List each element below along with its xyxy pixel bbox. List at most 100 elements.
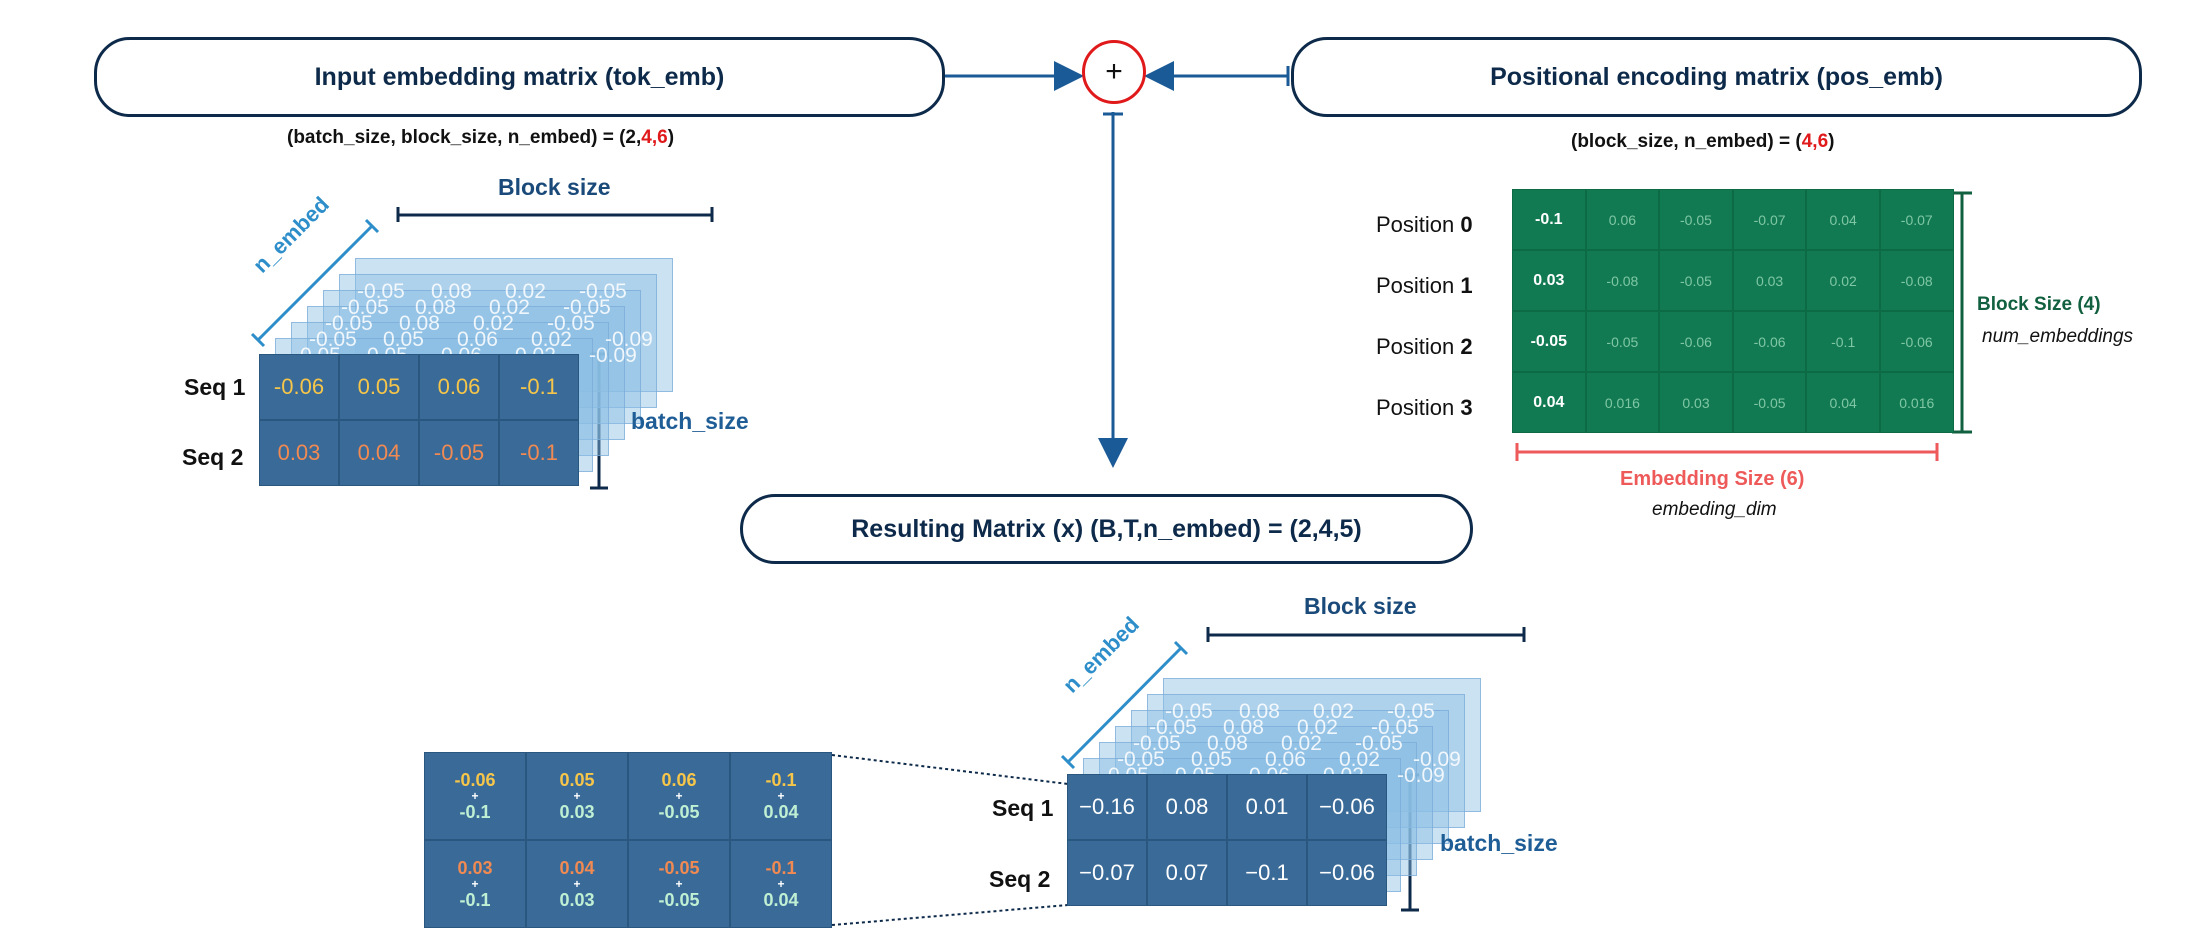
- pos-cell: 0.03: [1659, 372, 1733, 433]
- sum-cell: -0.1 +0.04: [730, 752, 832, 840]
- sum-cell-pos-value: 0.04: [763, 802, 799, 822]
- tok-back-layer-value: -0.05: [309, 328, 357, 351]
- result-cell: 0.07: [1147, 840, 1227, 906]
- sum-cell-plus: +: [777, 877, 785, 891]
- pos-cell: -0.05: [1585, 311, 1660, 372]
- tok-back-layer-value: -0.05: [357, 280, 405, 303]
- tok-back-layer-value: 0.08: [431, 280, 472, 303]
- pos-row-label-text: Position: [1376, 273, 1461, 298]
- tok-back-layer-value: -0.05: [341, 296, 389, 319]
- pos-shape-prefix: (block_size, n_embed) = (: [1571, 131, 1802, 152]
- sum-cell-plus: +: [675, 877, 683, 891]
- sum-cell-plus: +: [675, 789, 683, 803]
- pos-row-label: Position 3: [1376, 395, 1473, 421]
- pos-cell: -0.08: [1585, 250, 1660, 311]
- sum-cell: -0.1 +0.04: [730, 840, 832, 928]
- sum-cell-plus: +: [573, 877, 581, 891]
- res-back-layer-value: -0.09: [1413, 748, 1461, 771]
- sum-cell-pos-value: 0.03: [559, 802, 595, 822]
- pos-cell: -0.07: [1879, 189, 1954, 250]
- pos-row-label-num: 0: [1460, 212, 1473, 237]
- tok-back-layer-value: 0.08: [415, 296, 456, 319]
- res-back-layer-value: -0.05: [1165, 700, 1213, 723]
- sum-cell: 0.03 + -0.1: [424, 840, 526, 928]
- pos-matrix: -0.1 0.06 -0.05 -0.07 0.04 -0.07 0.03 -0.08 -0.0…: [1512, 189, 1954, 433]
- res-back-layer-value: -0.05: [1387, 700, 1435, 723]
- sum-cell-plus: +: [573, 789, 581, 803]
- tok-front-matrix: -0.06 0.05 0.06 -0.1 0.03 0.04 -0.05 -0.1: [259, 354, 579, 486]
- tok-seq-2-label: Seq 2: [182, 444, 244, 470]
- expansion-line-top: [831, 754, 1069, 785]
- tok-back-layer-value: -0.09: [589, 344, 637, 367]
- sum-cell-tok-value: 0.05: [559, 770, 595, 790]
- sum-cell: 0.05 +0.03: [526, 752, 628, 840]
- pos-row-label-text: Position: [1376, 212, 1461, 237]
- pos-cell: -0.06: [1732, 311, 1807, 372]
- tok-back-layer-value: 0.02: [473, 312, 514, 335]
- sum-cell-tok-value: -0.06: [454, 770, 496, 790]
- tok-back-layer-value: -0.05: [563, 296, 611, 319]
- pos-cell: -0.08: [1879, 250, 1954, 311]
- pos-row-label: Position 2: [1376, 334, 1473, 360]
- tok-cell: 0.06: [419, 354, 499, 420]
- result-cell: −0.07: [1067, 840, 1147, 906]
- result-seq-1-label: Seq 1: [992, 795, 1054, 821]
- sum-cell-tok-value: -0.1: [765, 770, 797, 790]
- res-back-layer-value: 0.02: [1297, 716, 1338, 739]
- tok-shape-prefix: (batch_size, block_size, n_embed) = (2,: [287, 127, 642, 148]
- pos-cell: 0.03: [1512, 250, 1586, 311]
- res-back-layer-value: -0.05: [1133, 732, 1181, 755]
- pos-cell: 0.02: [1806, 250, 1880, 311]
- sum-cell-tok-value: 0.03: [457, 858, 493, 878]
- sum-cell-tok-value: 0.04: [559, 858, 595, 878]
- pos-cell: 0.04: [1806, 372, 1880, 433]
- pos-shape-red: 4,6: [1801, 131, 1829, 152]
- tok-back-layer-value: 0.05: [383, 328, 424, 351]
- tok-batch-size-label: batch_size: [631, 408, 749, 434]
- tok-back-layer-value: -0.05: [547, 312, 595, 335]
- tok-shape-red: 4,6: [641, 127, 668, 148]
- sum-cell-tok-value: 0.06: [661, 770, 697, 790]
- pos-cell: -0.05: [1732, 372, 1807, 433]
- tok-back-layer-value: 0.02: [505, 280, 546, 303]
- pos-cell: -0.1: [1806, 311, 1880, 372]
- sum-cell-pos-value: -0.1: [459, 802, 491, 822]
- res-back-layer-value: 0.02: [1313, 700, 1354, 723]
- sum-cell: 0.04 +0.03: [526, 840, 628, 928]
- result-box-label: Resulting Matrix (x) (B,T,n_embed) = (2,…: [851, 514, 1362, 543]
- pos-row-label-text: Position: [1376, 334, 1461, 359]
- res-back-layer-value: 0.02: [1339, 748, 1380, 771]
- tok-block-size-label: Block size: [498, 174, 611, 200]
- sum-matrix: -0.06 + -0.1 0.05 +0.03 0.06 + -0.05 -0.1 +0.04 0.…: [424, 752, 832, 928]
- sum-cell: 0.06 + -0.05: [628, 752, 730, 840]
- tok-back-layer-value: -0.05: [579, 280, 627, 303]
- sum-cell-plus: +: [471, 877, 479, 891]
- result-n-embed-bracket: [1066, 646, 1183, 764]
- res-back-layer-value: 0.08: [1239, 700, 1280, 723]
- res-back-layer-value: -0.05: [1371, 716, 1419, 739]
- result-cell: 0.01: [1227, 774, 1307, 840]
- tok-emb-box-label: Input embedding matrix (tok_emb): [314, 62, 725, 91]
- result-cell: −0.1: [1227, 840, 1307, 906]
- pos-row-label-num: 2: [1460, 334, 1473, 359]
- result-block-size-label: Block size: [1304, 593, 1417, 619]
- sum-cell-pos-value: -0.05: [658, 802, 700, 822]
- pos-shape-text: (block_size, n_embed) = (4,6): [1571, 131, 1834, 153]
- res-back-layer-value: 0.08: [1207, 732, 1248, 755]
- sum-cell-plus: +: [777, 789, 785, 803]
- tok-cell: 0.04: [339, 420, 419, 486]
- sum-cell-pos-value: 0.03: [559, 890, 595, 910]
- res-back-layer-value: 0.06: [1265, 748, 1306, 771]
- pos-cell: -0.05: [1659, 250, 1733, 311]
- pos-shape-suffix: ): [1828, 131, 1835, 152]
- sum-cell: -0.06 + -0.1: [424, 752, 526, 840]
- pos-num-embeddings-label: num_embeddings: [1982, 326, 2134, 347]
- tok-cell: -0.1: [499, 354, 579, 420]
- pos-emb-box: Positional encoding matrix (pos_emb): [1291, 37, 2142, 117]
- plus-circle: +: [1082, 40, 1146, 104]
- tok-shape-text: (batch_size, block_size, n_embed) = (2,4…: [287, 127, 674, 149]
- sum-cell-pos-value: -0.05: [658, 890, 700, 910]
- pos-row-label-text: Position: [1376, 395, 1461, 420]
